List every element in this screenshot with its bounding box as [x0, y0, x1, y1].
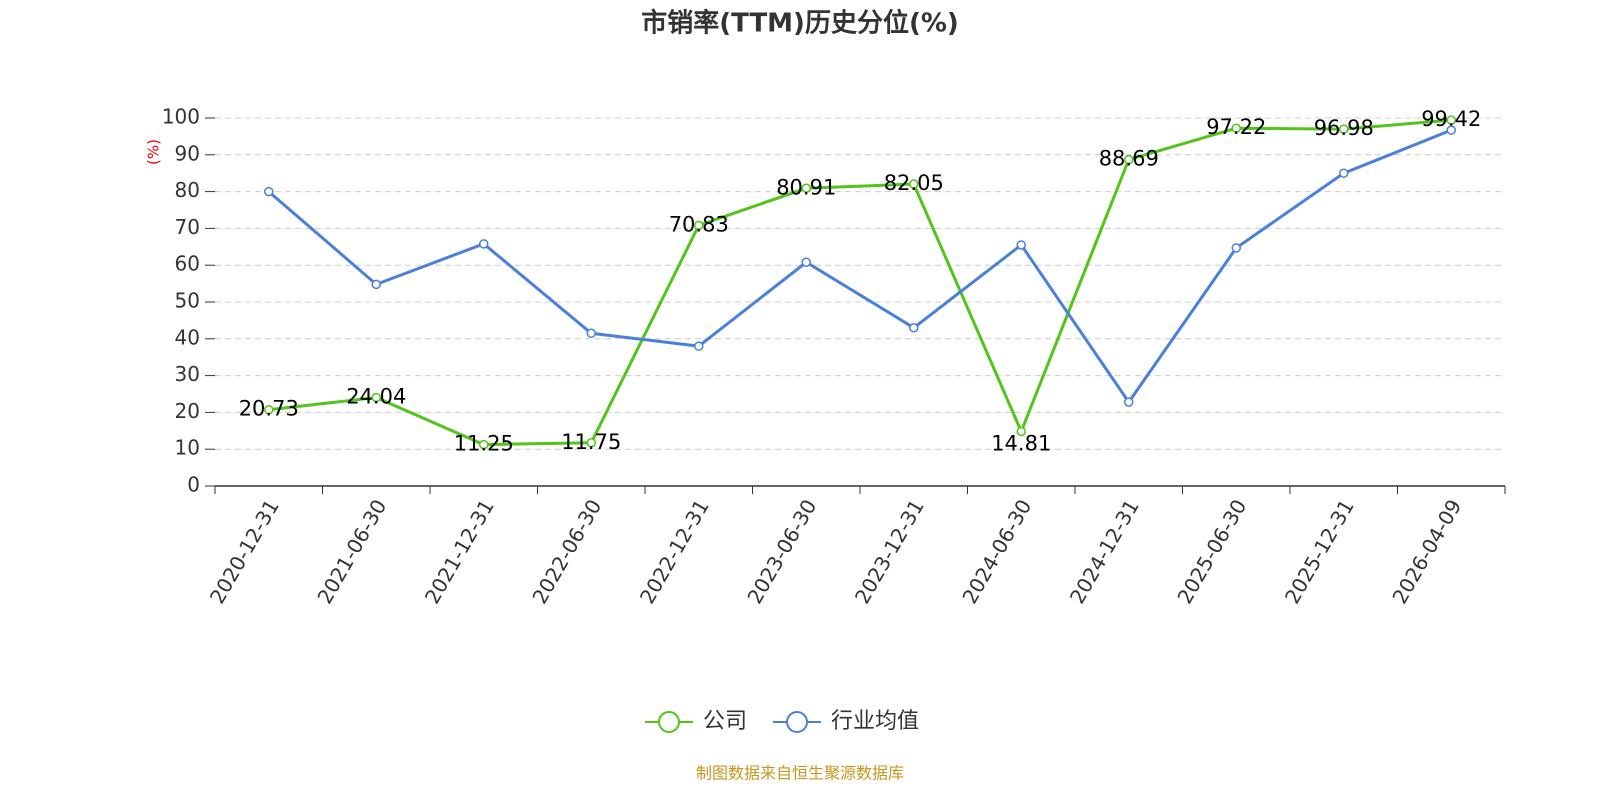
y-tick-label: 0	[187, 473, 200, 497]
x-tick-label: 2021-06-30	[312, 495, 391, 608]
data-point	[371, 279, 381, 290]
data-point	[909, 179, 919, 189]
y-tick-label: 70	[175, 215, 200, 239]
source-note: 制图数据来自恒生聚源数据库	[696, 764, 904, 783]
data-point	[1016, 426, 1026, 437]
data-label: 11.75	[561, 430, 621, 454]
data-label: 70.83	[669, 212, 729, 236]
data-label: 11.25	[454, 432, 514, 456]
x-tick-label: 2024-06-30	[957, 495, 1036, 608]
legend-label: 行业均值	[831, 709, 919, 734]
x-tick-label: 2025-06-30	[1172, 495, 1251, 608]
series-line	[268, 118, 1452, 447]
data-point	[1446, 115, 1456, 125]
data-point	[586, 438, 596, 448]
chart-title: 市销率(TTM)历史分位(%)	[641, 8, 959, 39]
legend-symbol	[658, 711, 680, 733]
data-label: 20.73	[239, 397, 299, 421]
data-point	[1231, 123, 1241, 133]
data-label: 24.04	[346, 385, 406, 409]
data-point	[1124, 397, 1134, 407]
data-point	[479, 239, 489, 249]
y-tick-label: 100	[162, 105, 200, 129]
data-point	[1339, 124, 1349, 134]
y-tick-label: 10	[175, 436, 200, 460]
x-tick-label: 2022-12-31	[635, 495, 714, 608]
x-tick-label: 2026-04-09	[1387, 495, 1466, 608]
data-label: 96.98	[1314, 116, 1374, 140]
y-axis-label: (%)	[145, 139, 163, 165]
data-point	[1231, 243, 1241, 253]
x-tick-label: 2021-12-31	[420, 495, 499, 608]
data-label: 80.91	[776, 175, 836, 199]
data-point	[801, 183, 811, 194]
y-tick-label: 90	[175, 141, 200, 165]
legend-symbol	[786, 711, 809, 733]
x-tick-label: 2023-06-30	[742, 495, 821, 608]
x-tick-label: 2023-12-31	[850, 495, 929, 608]
data-point	[694, 220, 704, 231]
data-label: 88.69	[1099, 147, 1159, 171]
data-point	[694, 341, 704, 351]
data-label: 14.81	[991, 431, 1051, 455]
x-tick-label: 2024-12-31	[1065, 495, 1144, 608]
y-tick-label: 80	[175, 178, 200, 202]
data-point	[264, 186, 274, 197]
series-line	[267, 128, 1452, 405]
x-tick-label: 2025-12-31	[1280, 495, 1359, 608]
data-point	[801, 257, 811, 268]
data-point	[264, 404, 274, 415]
y-tick-label: 40	[175, 325, 200, 349]
data-point	[1016, 240, 1026, 250]
data-point	[1124, 154, 1134, 165]
data-point	[586, 328, 596, 339]
data-point	[479, 439, 489, 450]
y-tick-label: 20	[175, 399, 200, 423]
legend-label: 公司	[703, 709, 747, 734]
data-label: 82.05	[884, 171, 944, 195]
data-point	[1339, 168, 1349, 178]
x-tick-label: 2022-06-30	[527, 495, 606, 608]
data-label: 97.22	[1206, 115, 1266, 139]
data-point	[371, 392, 381, 403]
x-tick-label: 2020-12-31	[205, 495, 284, 608]
y-tick-label: 60	[175, 252, 200, 276]
data-point	[1446, 125, 1456, 135]
data-point	[909, 323, 919, 333]
y-tick-label: 30	[175, 362, 200, 386]
y-tick-label: 50	[175, 289, 200, 313]
